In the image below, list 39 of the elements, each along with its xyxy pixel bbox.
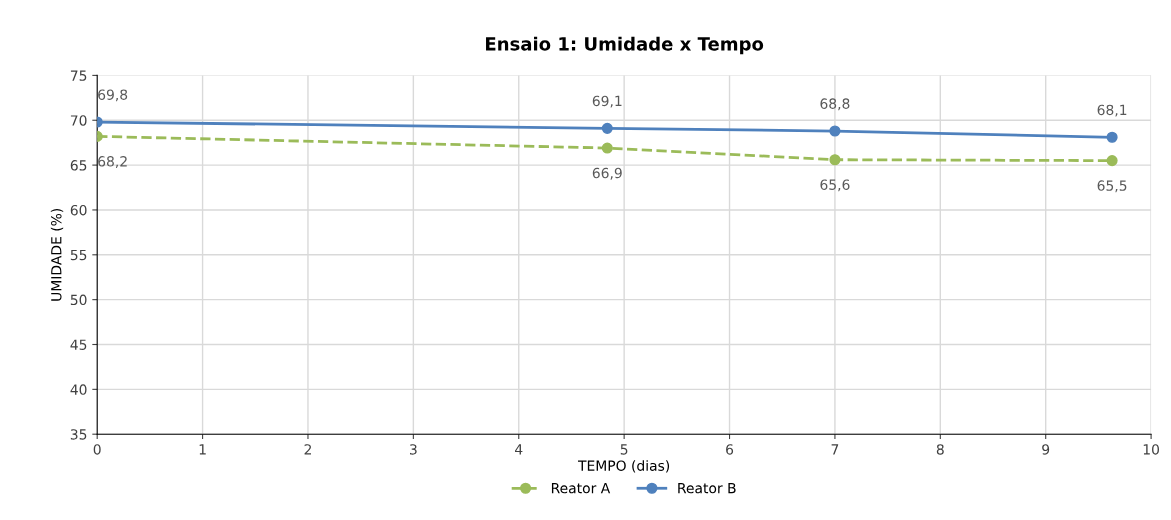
- y-tick-label: 70: [70, 115, 87, 126]
- y-tick-label: 40: [70, 384, 87, 395]
- x-tick-label: 8: [936, 444, 944, 455]
- x-tick-label: 3: [410, 444, 417, 455]
- y-tick-label: 50: [70, 294, 87, 306]
- x-tick-label: 1: [199, 444, 206, 455]
- point: [829, 154, 841, 166]
- y-tick-label: 60: [70, 204, 87, 216]
- x-tick-label: 10: [1143, 444, 1160, 455]
- y-axis-title: UMIDADE (%): [50, 208, 64, 301]
- x-tick-label: 4: [515, 444, 523, 455]
- point: [601, 122, 613, 134]
- x-tick-label: 6: [726, 444, 734, 455]
- data-label: 69,1: [592, 95, 622, 108]
- point: [1106, 155, 1118, 167]
- chart-title: Ensaio 1: Umidade x Tempo: [486, 36, 764, 55]
- x-tick-label: 2: [304, 444, 311, 455]
- data-label: 65,5: [1097, 180, 1127, 193]
- point: [601, 142, 613, 154]
- x-tick-label: 7: [831, 444, 839, 455]
- point: [829, 125, 841, 137]
- legend-label: Reator A: [551, 483, 611, 494]
- legend-label: Reator B: [678, 483, 736, 494]
- y-tick-label: 75: [70, 70, 87, 81]
- y-tick-label: 45: [70, 339, 87, 350]
- x-tick-label: 9: [1042, 444, 1050, 455]
- data-label: 66,9: [592, 167, 622, 180]
- y-tick-label: 35: [70, 429, 87, 440]
- data-label: 69,8: [98, 89, 128, 102]
- data-label: 68,1: [1097, 104, 1127, 117]
- y-tick-label: 65: [70, 160, 87, 171]
- point: [1106, 131, 1118, 143]
- data-label: 68,8: [820, 98, 850, 111]
- x-axis-title: TEMPO (dias): [577, 460, 670, 473]
- x-tick-label: 0: [93, 444, 101, 455]
- y-tick-label: 55: [70, 249, 87, 261]
- x-tick-label: 5: [620, 444, 628, 455]
- data-label: 65,6: [820, 179, 850, 192]
- data-label: 68,2: [98, 156, 127, 169]
